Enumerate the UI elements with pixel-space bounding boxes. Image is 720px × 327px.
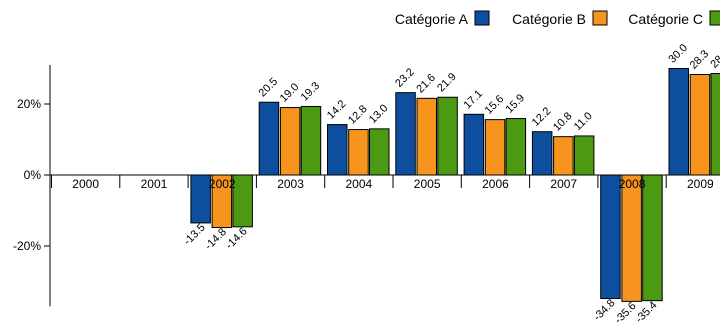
data-label: 30.0 xyxy=(666,42,690,66)
data-label: 21.9 xyxy=(435,71,459,95)
bars xyxy=(190,68,720,302)
data-label: -35.6 xyxy=(613,300,639,326)
legend-swatch-a xyxy=(474,10,490,26)
data-label: 28.3 xyxy=(688,48,712,72)
bar-2006-1 xyxy=(463,113,485,176)
data-label: -14.6 xyxy=(224,225,250,251)
bar-2005-1 xyxy=(395,92,416,176)
x-tick-label: 2008 xyxy=(619,177,646,191)
x-axis: 2000 2001 2002 2003 2004 2005 2006 2007 2008 2009 xyxy=(50,174,720,191)
data-label: 17.1 xyxy=(461,88,485,112)
x-tick-label: 2005 xyxy=(414,177,441,191)
x-tick-label: 2004 xyxy=(345,177,372,191)
bar-2009-3 xyxy=(710,72,720,176)
bar-2006-3 xyxy=(505,118,527,176)
data-label: -35.4 xyxy=(633,299,659,325)
bar-2002-1 xyxy=(190,174,211,224)
y-tick-label: -20% xyxy=(13,239,41,253)
data-label: 19.0 xyxy=(278,81,302,105)
x-tick-label: 2009 xyxy=(687,177,714,191)
legend-swatch-c xyxy=(709,10,720,26)
bar-2003-1 xyxy=(258,101,280,176)
legend-label-c: Catégorie C xyxy=(628,11,703,27)
bar-2006-2 xyxy=(484,119,506,176)
data-label: 20.5 xyxy=(257,76,281,100)
bar-2004-3 xyxy=(369,128,390,176)
bar-2008-3 xyxy=(642,174,663,302)
legend: Catégorie A Catégorie B Catégorie C xyxy=(395,10,720,27)
bar-2005-2 xyxy=(416,97,437,176)
x-tick-label: 2003 xyxy=(277,177,304,191)
bar-2004-1 xyxy=(327,124,348,176)
data-label: 21.6 xyxy=(414,72,438,96)
legend-swatch-b xyxy=(592,10,608,26)
bar-2008-1 xyxy=(600,174,621,300)
data-label: 19.3 xyxy=(299,80,323,104)
data-label: 15.6 xyxy=(483,93,507,117)
y-tick-label: 20% xyxy=(17,97,41,111)
data-label: 15.9 xyxy=(503,92,527,116)
data-label: 10.8 xyxy=(551,110,575,134)
bar-2005-3 xyxy=(437,96,458,176)
data-label: 12.8 xyxy=(346,103,370,127)
legend-label-b: Catégorie B xyxy=(512,11,586,27)
bar-2002-3 xyxy=(232,174,253,228)
bar-2008-2 xyxy=(621,174,642,302)
bar-2007-3 xyxy=(573,135,595,176)
x-tick-label: 2001 xyxy=(141,177,168,191)
y-tick-label: 0% xyxy=(24,168,42,182)
bar-2004-2 xyxy=(348,129,369,176)
data-label: 13.0 xyxy=(367,102,391,126)
bar-2009-1 xyxy=(668,68,689,176)
bar-2009-2 xyxy=(689,74,711,176)
x-tick-label: 2000 xyxy=(72,177,99,191)
bar-2003-3 xyxy=(300,105,322,176)
y-axis: 20% 0% -20% xyxy=(13,64,51,307)
legend-label-a: Catégorie A xyxy=(395,11,469,27)
x-tick-label: 2002 xyxy=(209,177,236,191)
bar-2003-2 xyxy=(279,107,301,176)
x-tick-label: 2007 xyxy=(550,177,577,191)
bar-2007-2 xyxy=(553,136,574,176)
bar-2007-1 xyxy=(531,131,553,176)
x-tick-label: 2006 xyxy=(482,177,509,191)
data-label: 11.0 xyxy=(572,110,595,133)
data-label: 23.2 xyxy=(393,66,417,90)
data-label: 28.6 xyxy=(708,47,720,71)
